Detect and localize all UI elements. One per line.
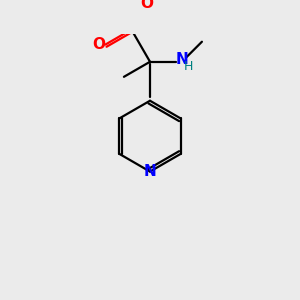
Text: N: N: [176, 52, 188, 68]
Text: O: O: [140, 0, 153, 11]
Text: H: H: [183, 60, 193, 73]
Text: N: N: [144, 164, 156, 179]
Text: O: O: [93, 37, 106, 52]
